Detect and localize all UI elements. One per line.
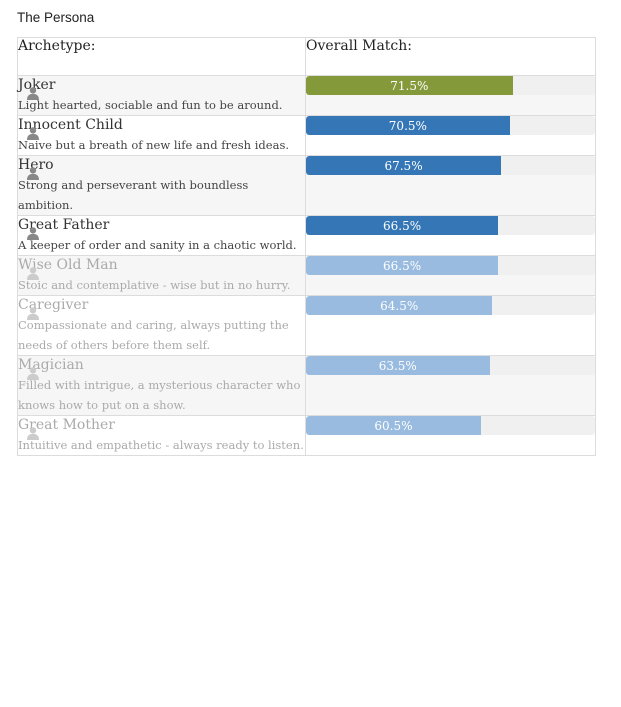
archetype-name: Hero bbox=[18, 157, 54, 173]
archetype-description: Filled with intrigue, a mysterious chara… bbox=[18, 378, 301, 412]
person-icon bbox=[27, 427, 39, 440]
persona-table: Archetype: Overall Match: Joker Light he… bbox=[17, 37, 596, 456]
match-percentage: 66.5% bbox=[383, 258, 422, 273]
person-icon bbox=[27, 367, 39, 380]
match-progress-fill: 64.5% bbox=[306, 296, 493, 315]
table-header-row: Archetype: Overall Match: bbox=[17, 37, 596, 76]
table-row: Joker Light hearted, sociable and fun to… bbox=[17, 75, 596, 116]
person-icon bbox=[27, 267, 39, 280]
match-percentage: 66.5% bbox=[383, 218, 422, 233]
archetype-cell: Magician Filled with intrigue, a mysteri… bbox=[17, 355, 306, 416]
archetype-cell: Wise Old Man Stoic and contemplative - w… bbox=[17, 255, 306, 296]
match-progress-track: 63.5% bbox=[306, 356, 595, 375]
match-progress-track: 66.5% bbox=[306, 256, 595, 275]
match-progress-fill: 67.5% bbox=[306, 156, 502, 175]
table-row: Great Father A keeper of order and sanit… bbox=[17, 215, 596, 256]
match-cell: 66.5% bbox=[305, 255, 596, 296]
archetype-description: Light hearted, sociable and fun to be ar… bbox=[18, 98, 283, 112]
archetype-cell: Hero Strong and perseverant with boundle… bbox=[17, 155, 306, 216]
archetype-cell: Innocent Child Naive but a breath of new… bbox=[17, 115, 306, 156]
archetype-description: Naive but a breath of new life and fresh… bbox=[18, 138, 289, 152]
person-icon bbox=[27, 227, 39, 240]
match-cell: 66.5% bbox=[305, 215, 596, 256]
match-progress-fill: 66.5% bbox=[306, 216, 499, 235]
table-row: Innocent Child Naive but a breath of new… bbox=[17, 115, 596, 156]
match-percentage: 71.5% bbox=[390, 78, 429, 93]
match-percentage: 67.5% bbox=[384, 158, 423, 173]
archetype-name: Great Father bbox=[18, 217, 110, 233]
match-progress-track: 71.5% bbox=[306, 76, 595, 95]
table-row: Hero Strong and perseverant with boundle… bbox=[17, 155, 596, 216]
archetype-description: A keeper of order and sanity in a chaoti… bbox=[18, 238, 297, 252]
match-cell: 67.5% bbox=[305, 155, 596, 216]
match-progress-fill: 71.5% bbox=[306, 76, 513, 95]
match-progress-track: 70.5% bbox=[306, 116, 595, 135]
match-percentage: 64.5% bbox=[380, 298, 419, 313]
archetype-cell: Joker Light hearted, sociable and fun to… bbox=[17, 75, 306, 116]
archetype-name: Joker bbox=[18, 77, 56, 93]
person-icon bbox=[27, 307, 39, 320]
archetype-name: Wise Old Man bbox=[18, 257, 118, 273]
match-percentage: 70.5% bbox=[388, 118, 427, 133]
archetype-description: Strong and perseverant with boundless am… bbox=[18, 178, 249, 212]
archetype-cell: Great Mother Intuitive and empathetic - … bbox=[17, 415, 306, 456]
archetype-column-header: Archetype: bbox=[17, 37, 306, 76]
person-icon bbox=[27, 167, 39, 180]
match-cell: 60.5% bbox=[305, 415, 596, 456]
match-progress-track: 66.5% bbox=[306, 216, 595, 235]
archetype-name: Innocent Child bbox=[18, 117, 123, 133]
table-row: Magician Filled with intrigue, a mysteri… bbox=[17, 355, 596, 416]
archetype-name: Magician bbox=[18, 357, 84, 373]
match-progress-fill: 70.5% bbox=[306, 116, 510, 135]
match-progress-track: 60.5% bbox=[306, 416, 595, 435]
match-cell: 71.5% bbox=[305, 75, 596, 116]
table-row: Great Mother Intuitive and empathetic - … bbox=[17, 415, 596, 456]
overall-match-column-header: Overall Match: bbox=[305, 37, 596, 76]
match-progress-track: 64.5% bbox=[306, 296, 595, 315]
archetype-cell: Caregiver Compassionate and caring, alwa… bbox=[17, 295, 306, 356]
archetype-description: Stoic and contemplative - wise but in no… bbox=[18, 278, 291, 292]
archetype-description: Compassionate and caring, always putting… bbox=[18, 318, 289, 352]
table-row: Wise Old Man Stoic and contemplative - w… bbox=[17, 255, 596, 296]
match-cell: 63.5% bbox=[305, 355, 596, 416]
match-progress-fill: 63.5% bbox=[306, 356, 490, 375]
match-progress-fill: 66.5% bbox=[306, 256, 499, 275]
match-progress-fill: 60.5% bbox=[306, 416, 481, 435]
archetype-description: Intuitive and empathetic - always ready … bbox=[18, 438, 304, 452]
match-percentage: 63.5% bbox=[378, 358, 417, 373]
archetype-name: Great Mother bbox=[18, 417, 115, 433]
match-percentage: 60.5% bbox=[374, 418, 413, 433]
table-row: Caregiver Compassionate and caring, alwa… bbox=[17, 295, 596, 356]
archetype-name: Caregiver bbox=[18, 297, 89, 313]
person-icon bbox=[27, 87, 39, 100]
match-progress-track: 67.5% bbox=[306, 156, 595, 175]
archetype-cell: Great Father A keeper of order and sanit… bbox=[17, 215, 306, 256]
match-cell: 70.5% bbox=[305, 115, 596, 156]
match-cell: 64.5% bbox=[305, 295, 596, 356]
person-icon bbox=[27, 127, 39, 140]
section-title: The Persona bbox=[17, 10, 95, 25]
